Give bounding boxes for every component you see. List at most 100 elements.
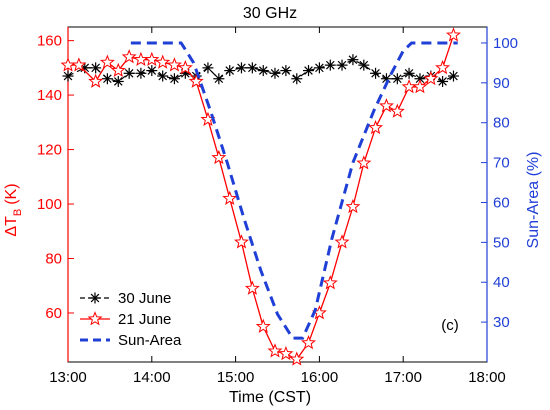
asterisk-stroke [158,71,168,81]
star-marker [99,54,115,69]
left-y-tick-label: 160 [37,33,62,50]
asterisk-stroke [248,63,257,73]
asterisk-marker [403,67,415,79]
asterisk-stroke [225,66,235,75]
star-marker [278,345,294,361]
x-tick-label: 15:00 [217,369,255,386]
asterisk-marker [202,62,214,74]
star-marker [188,73,204,88]
right-y-tick-label: 70 [493,155,510,172]
asterisk-stroke [415,74,425,84]
asterisk-stroke [393,74,402,84]
star-marker [177,59,193,75]
panel-label: (c) [441,317,459,334]
star-marker [445,27,461,42]
legend-label-30-june: 30 June [118,290,171,307]
asterisk-stroke [270,68,280,78]
asterisk-stroke [136,68,146,78]
asterisk-stroke [281,66,291,75]
right-axis-title: Sun-Area (%) [525,152,542,249]
asterisk-stroke [304,66,313,75]
star-marker [155,54,171,69]
asterisk-stroke [449,71,458,81]
asterisk-stroke [292,74,302,84]
asterisk-marker [224,65,236,77]
asterisk-stroke [214,74,224,84]
asterisk-marker [146,65,158,77]
asterisk-marker [246,62,258,74]
star-marker [345,198,361,214]
asterisk-stroke [348,55,358,64]
star-marker [368,119,384,135]
star-marker [289,351,305,366]
star-marker [110,62,126,77]
asterisk-marker [112,75,124,87]
star-marker [121,49,137,64]
asterisk-stroke [103,74,112,84]
asterisk-stroke [237,63,246,73]
x-tick-label: 13:00 [49,369,87,386]
x-tick-label: 17:00 [384,369,422,386]
chart-title: 30 GHz [243,5,297,22]
x-tick-label: 14:00 [133,369,171,386]
asterisk-stroke [124,68,134,78]
star-marker [334,234,350,249]
left-y-tick-label: 120 [37,142,62,159]
asterisk-marker [336,59,348,71]
asterisk-stroke [63,71,73,81]
right-y-tick-label: 90 [493,75,510,92]
asterisk-marker [324,59,336,71]
star-marker [378,98,394,113]
asterisk-stroke [438,77,447,86]
star-marker [423,70,439,86]
asterisk-marker [257,65,269,77]
asterisk-marker [313,62,325,74]
star-marker [88,73,104,88]
asterisk-marker [213,73,225,85]
left-y-tick-label: 80 [45,251,62,268]
star-marker [222,190,238,205]
asterisk-stroke [382,74,391,84]
asterisk-marker [168,73,180,85]
asterisk-marker [391,73,403,85]
asterisk-marker [89,292,101,304]
asterisk-marker [90,62,102,74]
left-axis-title-unit: (K) [3,183,20,204]
asterisk-marker [370,67,382,79]
star-marker [401,79,417,94]
asterisk-stroke [404,68,414,78]
right-y-tick-label: 40 [493,274,510,291]
star-marker [356,155,372,170]
asterisk-stroke [113,77,123,86]
asterisk-marker [358,59,370,71]
star-marker [133,51,149,67]
star-marker [233,234,249,249]
right-y-tick-label: 80 [493,115,510,132]
left-y-tick-label: 140 [37,87,62,104]
asterisk-stroke [371,68,380,78]
asterisk-stroke [91,63,100,73]
asterisk-stroke [170,74,179,84]
asterisk-stroke [359,60,369,70]
right-y-tick-label: 50 [493,234,510,251]
star-marker [435,59,451,75]
asterisk-stroke [325,60,335,70]
series-line-sun-area [130,41,458,340]
asterisk-stroke [258,66,268,75]
star-marker [322,275,338,290]
left-y-tick-label: 60 [45,305,62,322]
asterisk-stroke [203,63,213,73]
asterisk-stroke [147,66,157,75]
x-tick-label: 16:00 [301,369,339,386]
right-y-tick-label: 60 [493,194,510,211]
asterisk-stroke [90,293,100,303]
left-axis-title-main: ΔT [3,216,20,237]
star-marker [211,149,227,165]
asterisk-marker [291,73,303,85]
star-marker [71,57,87,72]
right-y-tick-label: 100 [493,35,518,52]
asterisk-marker [347,54,359,66]
left-axis-title-subscript: B [12,209,24,216]
